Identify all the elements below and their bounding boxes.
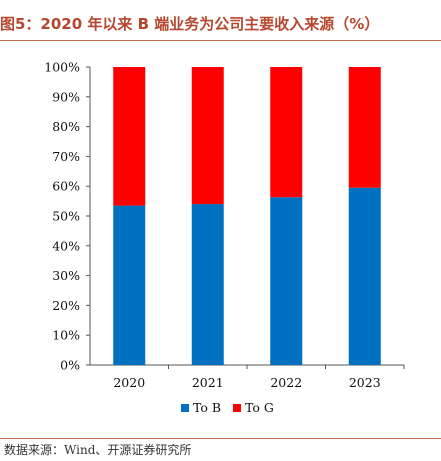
- title-rule: [0, 40, 441, 41]
- source-rule: [0, 438, 441, 439]
- bar-segment-to-g: [348, 67, 381, 188]
- bar-segment-to-b: [191, 204, 224, 365]
- legend-swatch-to-g: [233, 404, 241, 412]
- y-tick-label: 90%: [52, 89, 80, 104]
- legend: To B To G: [181, 400, 274, 415]
- x-tick-label: 2020: [113, 375, 145, 390]
- y-tick-label: 0%: [60, 358, 80, 373]
- bar-segment-to-g: [113, 67, 146, 206]
- x-tick-label: 2022: [270, 375, 302, 390]
- bar-segment-to-g: [270, 67, 303, 198]
- y-tick-label: 70%: [52, 149, 80, 164]
- figure-title: 图5：2020 年以来 B 端业务为公司主要收入来源（%）: [0, 15, 380, 33]
- y-tick-label: 10%: [52, 328, 80, 343]
- y-tick-label: 60%: [52, 179, 80, 194]
- bar-segment-to-b: [113, 205, 146, 365]
- bar-segment-to-b: [270, 197, 303, 365]
- axes: 0% 10% 20% 30% 40% 50% 60% 70% 80% 90% 100%: [44, 60, 405, 373]
- y-tick-label: 20%: [52, 298, 80, 313]
- y-tick-label: 40%: [52, 238, 80, 253]
- x-tick-label: 2021: [192, 375, 224, 390]
- source-note: 数据来源：Wind、开源证券研究所: [4, 443, 192, 457]
- y-tick-label: 50%: [52, 209, 80, 224]
- x-axis-labels: 2020 2021 2022 2023: [113, 375, 380, 390]
- y-tick-label: 30%: [52, 268, 80, 283]
- bar-segment-to-b: [348, 187, 381, 365]
- legend-label-to-g: To G: [245, 400, 274, 415]
- legend-swatch-to-b: [181, 404, 189, 412]
- legend-label-to-b: To B: [193, 400, 221, 415]
- bars: [113, 67, 381, 365]
- bar-segment-to-g: [191, 67, 224, 205]
- x-tick-label: 2023: [349, 375, 381, 390]
- y-tick-label: 100%: [44, 60, 80, 75]
- y-tick-label: 80%: [52, 119, 80, 134]
- stacked-bar-chart: 0%10%20%30%40%50%60%70%80%90%100% 2020 20…: [44, 60, 405, 415]
